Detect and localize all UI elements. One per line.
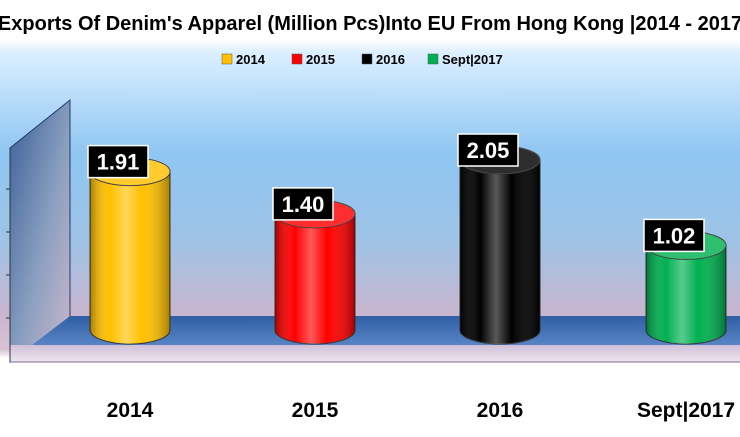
bar-shading [275,213,355,344]
bar-shading [646,245,726,344]
data-label: 1.40 [282,192,325,217]
data-label: 1.91 [97,150,140,175]
bar-1: 1.91 [87,144,171,345]
data-label: 2.05 [467,138,510,163]
legend-swatch [291,53,303,65]
legend-swatch [361,53,373,65]
legend-label: 2016 [376,52,405,67]
bar-shading [460,160,540,344]
chart-floor-front [10,345,740,362]
x-tick-label: 2015 [292,399,339,422]
legend-label: Sept|2017 [442,52,503,67]
legend-label: 2014 [236,52,266,67]
x-tick-label: Sept|2017 [637,399,735,422]
data-label: 1.02 [653,223,696,248]
x-tick-label: 2014 [107,399,154,422]
x-tick-label: 2016 [477,399,524,422]
bar-3: 2.05 [457,133,541,345]
bar-4: 1.02 [643,218,727,345]
bar-2: 1.40 [272,187,356,345]
data-label-box [272,187,334,221]
chart-title: Exports Of Denim's Apparel (Million Pcs)… [0,13,740,35]
data-label-box [87,144,149,179]
bars-group: 1.91 1.40 2.05 1.02 [87,133,727,345]
legend-swatch [221,53,233,65]
legend-swatch [427,53,439,65]
chart-floor [10,316,740,362]
legend-label: 2015 [306,52,335,67]
x-axis-labels: 2014 2015 2016 Sept|2017 [107,399,735,422]
data-label-box [643,218,705,253]
chart-legend: 2014 2015 2016 Sept|2017 [221,52,503,67]
bar-shading [90,171,170,344]
data-label-box [457,133,519,167]
